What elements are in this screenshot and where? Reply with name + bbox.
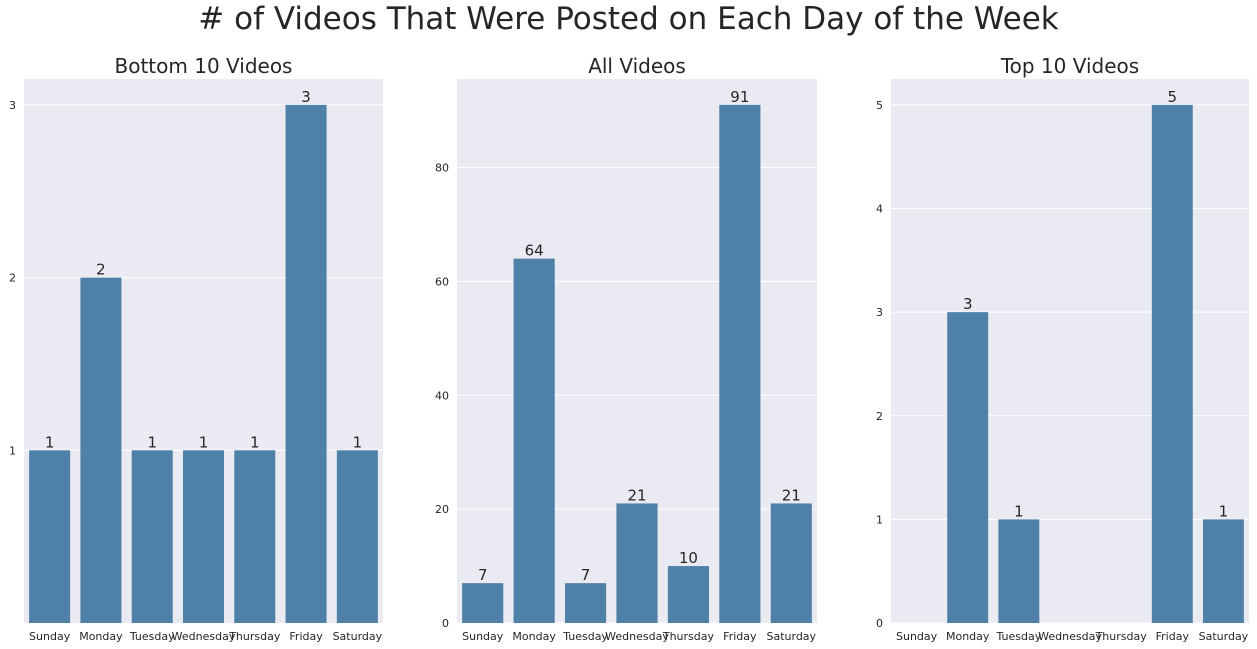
bar [565,583,607,623]
x-tick-label: Tuesday [562,630,608,643]
bar [513,258,555,623]
y-tick-label: 1 [876,513,883,526]
y-tick-label: 2 [876,410,883,423]
y-tick-label: 5 [876,99,883,112]
bar [947,312,989,623]
y-tick-label: 3 [876,306,883,319]
x-tick-label: Friday [1156,630,1190,643]
data-label: 1 [147,433,157,451]
panel-title: Bottom 10 Videos [115,54,293,78]
x-tick-label: Tuesday [995,630,1041,643]
x-tick-label: Sunday [896,630,938,643]
x-tick-label: Monday [512,630,556,643]
y-tick-label: 0 [876,617,883,630]
data-label: 10 [679,549,698,567]
figure-title: # of Videos That Were Posted on Each Day… [198,1,1059,37]
data-label: 7 [478,566,488,584]
data-label: 1 [250,433,260,451]
x-tick-label: Tuesday [129,630,175,643]
x-tick-label: Sunday [462,630,504,643]
data-label: 91 [730,88,749,106]
data-label: 1 [1014,502,1024,520]
panel-title: All Videos [588,54,686,78]
data-label: 1 [199,433,209,451]
bar [29,450,71,623]
y-tick-label: 0 [442,617,449,630]
bar [1151,104,1193,623]
y-tick-label: 2 [9,272,16,285]
chart-panel-2: 0 20 40 60 80 All Videos 7 Sunday 64 Monday 7 Tuesd… [435,54,817,643]
bar [1202,519,1244,623]
x-tick-label: Friday [723,630,757,643]
bar [998,519,1040,623]
data-label: 1 [1219,502,1229,520]
x-tick-label: Monday [79,630,123,643]
x-tick-label: Thursday [662,630,715,643]
x-tick-label: Thursday [1095,630,1148,643]
data-label: 21 [627,486,646,504]
chart-panel-3: 0 1 2 3 4 5 Top 10 Videos Sunday 3 Monday 1 Tuesday… [876,54,1249,643]
bar [462,583,504,623]
data-label: 3 [963,295,973,313]
y-tick-label: 80 [435,162,449,175]
x-tick-label: Friday [289,630,323,643]
data-label: 5 [1168,88,1178,106]
bar [667,566,709,623]
data-label: 7 [581,566,591,584]
data-label: 3 [301,88,311,106]
x-tick-label: Monday [946,630,990,643]
bar [719,104,761,623]
data-label: 21 [782,486,801,504]
y-tick-label: 1 [9,444,16,457]
x-tick-label: Saturday [1199,630,1249,643]
chart-panel-1: 1 2 3 Bottom 10 Videos 1 Sunday 2 Monday 1 Tuesda… [9,54,383,643]
y-tick-label: 20 [435,503,449,516]
bar [285,104,327,623]
x-tick-label: Wednesday [605,630,669,643]
bar [80,277,122,623]
bar [131,450,173,623]
plot-background [891,79,1249,623]
bar [616,503,658,623]
panel-title: Top 10 Videos [1000,54,1139,78]
y-tick-label: 4 [876,203,883,216]
x-tick-label: Saturday [333,630,383,643]
data-label: 1 [353,433,363,451]
x-tick-label: Thursday [228,630,281,643]
bar [234,450,276,623]
bar [336,450,378,623]
x-tick-label: Sunday [29,630,71,643]
bar [182,450,225,623]
x-tick-label: Wednesday [1038,630,1102,643]
x-tick-label: Wednesday [172,630,236,643]
data-label: 64 [525,242,544,260]
y-tick-label: 40 [435,389,449,402]
bar [770,503,812,623]
data-label: 2 [96,261,106,279]
x-tick-label: Saturday [766,630,816,643]
y-tick-label: 60 [435,275,449,288]
y-tick-label: 3 [9,99,16,112]
data-label: 1 [45,433,55,451]
